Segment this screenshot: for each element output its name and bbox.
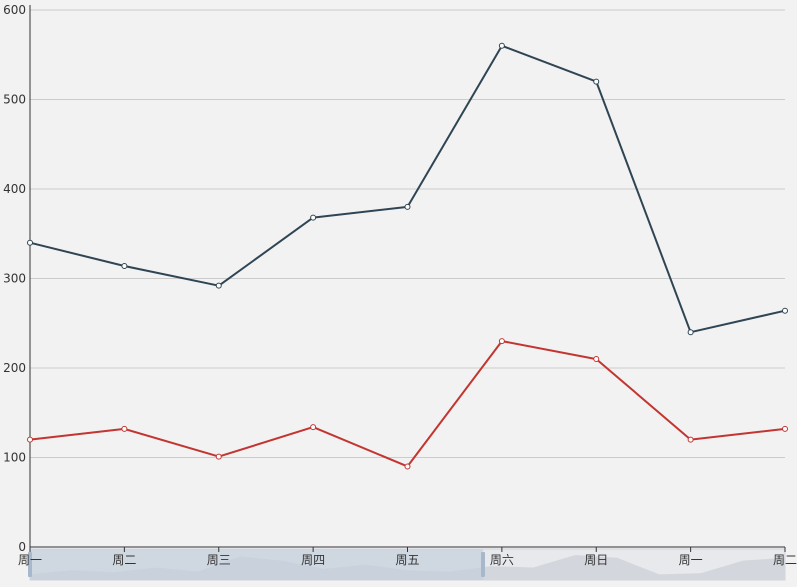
- y-tick-label: 500: [3, 93, 26, 107]
- x-tick-label: 周三: [207, 553, 231, 567]
- y-tick-label: 600: [3, 3, 26, 17]
- y-tick-label: 400: [3, 182, 26, 196]
- series-2-point: [310, 424, 317, 431]
- series-1-point: [404, 203, 411, 210]
- series-2-point: [27, 436, 33, 443]
- zoom-selection: [30, 549, 483, 580]
- series-2-point: [215, 453, 222, 460]
- x-tick-label: 周五: [395, 553, 419, 567]
- series-2-point: [782, 425, 788, 432]
- x-tick-label: 周二: [773, 553, 797, 567]
- series-lines: [27, 42, 788, 470]
- x-tick-label: 周六: [490, 553, 514, 567]
- x-tick-label: 周一: [679, 553, 703, 567]
- series-2-point: [687, 436, 694, 443]
- series-1-point: [593, 78, 600, 85]
- y-tick-label: 200: [3, 361, 26, 375]
- series-2-point: [121, 425, 128, 432]
- series-1-point: [687, 329, 694, 336]
- zoom-handle-start: [28, 552, 32, 577]
- y-axis-tick-labels: 0 100 200 300 400 500 600: [3, 3, 26, 554]
- series-2-point: [593, 356, 600, 363]
- axes: [29, 5, 786, 552]
- series-1-point: [215, 282, 222, 289]
- series-2-line: [29, 340, 786, 468]
- series-2-point: [404, 463, 411, 470]
- x-tick-label: 周二: [112, 553, 136, 567]
- y-tick-label: 100: [3, 451, 26, 465]
- zoom-handle-end: [481, 552, 485, 577]
- series-1-point: [27, 239, 33, 246]
- y-tick-label: 300: [3, 272, 26, 286]
- x-tick-label: 周一: [18, 553, 42, 567]
- series-1-point: [310, 214, 317, 221]
- series-2-point: [498, 338, 505, 345]
- series-1-point: [498, 42, 505, 49]
- data-zoom-slider[interactable]: [28, 548, 786, 581]
- y-tick-label: 0: [18, 540, 26, 554]
- x-tick-label: 周日: [584, 553, 608, 567]
- x-axis-tick-labels: 周一 周二 周三 周四 周五 周六 周日 周一 周二: [18, 553, 797, 567]
- x-tick-label: 周四: [301, 553, 325, 567]
- series-1-point: [782, 307, 788, 314]
- gridlines: [30, 9, 785, 458]
- series-1-point: [121, 262, 128, 269]
